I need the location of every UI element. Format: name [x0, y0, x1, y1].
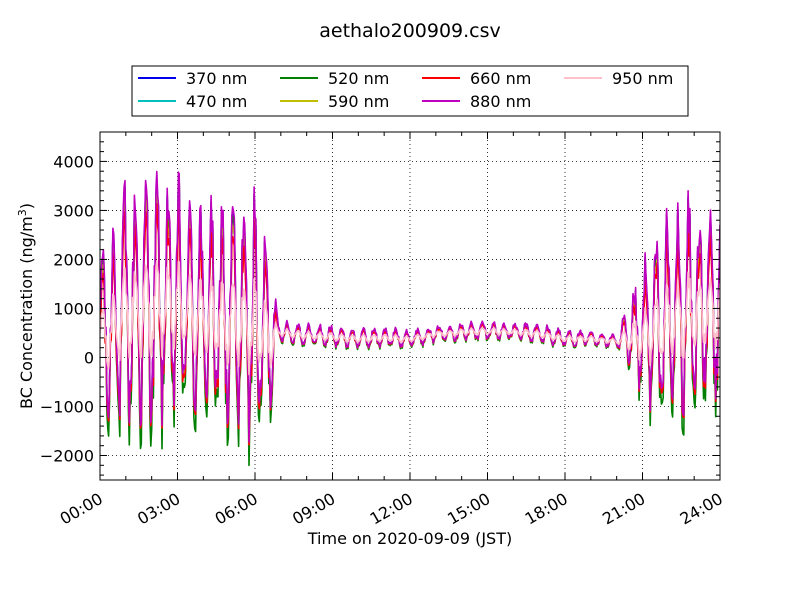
x-tick-label: 09:00: [289, 489, 338, 529]
legend-label: 370 nm: [186, 69, 247, 88]
x-tick-label: 00:00: [57, 489, 106, 529]
x-tick-label: 21:00: [599, 489, 648, 529]
x-tick-label: 06:00: [212, 489, 261, 529]
y-tick-labels: −2000 −1000 0 1000 2000 3000 4000: [40, 152, 94, 465]
y-tick-label: 1000: [53, 299, 94, 318]
y-tick-label: 2000: [53, 250, 94, 269]
y-tick-label: 3000: [53, 201, 94, 220]
y-tick-label: 0: [84, 348, 94, 367]
series-line: [100, 260, 720, 376]
chart-title: aethalo200909.csv: [319, 20, 501, 42]
legend-label: 470 nm: [186, 92, 247, 111]
x-tick-label: 24:00: [677, 489, 726, 529]
axis-ticks: [99, 131, 721, 480]
legend-label: 950 nm: [612, 69, 673, 88]
y-axis-title: BC Concentration (ng/m3): [16, 203, 36, 409]
y-tick-label: −1000: [40, 397, 94, 416]
x-tick-labels: 00:00 03:00 06:00 09:00 12:00 15:00 18:00 21:00…: [57, 489, 726, 529]
legend-label: 520 nm: [328, 69, 389, 88]
y-axis-title-prefix: BC Concentration (ng/m: [17, 216, 36, 409]
legend: 370 nm 470 nm 520 nm 590 nm 660 nm 880 nm 950 …: [131, 65, 689, 117]
x-tick-label: 15:00: [444, 489, 493, 529]
y-tick-label: −2000: [40, 446, 94, 465]
legend-label: 880 nm: [470, 92, 531, 111]
series-group: [100, 170, 720, 467]
legend-label: 660 nm: [470, 69, 531, 88]
legend-label: 590 nm: [328, 92, 389, 111]
x-tick-label: 03:00: [134, 489, 183, 529]
y-axis-title-sup: 3: [16, 209, 29, 216]
y-tick-label: 4000: [53, 152, 94, 171]
grid-lines: [100, 132, 720, 480]
x-axis-title: Time on 2020-09-09 (JST): [307, 529, 512, 548]
x-tick-label: 12:00: [367, 489, 416, 529]
legend-box: [131, 65, 689, 117]
y-axis-title-suffix: ): [17, 203, 36, 209]
x-tick-label: 18:00: [522, 489, 571, 529]
